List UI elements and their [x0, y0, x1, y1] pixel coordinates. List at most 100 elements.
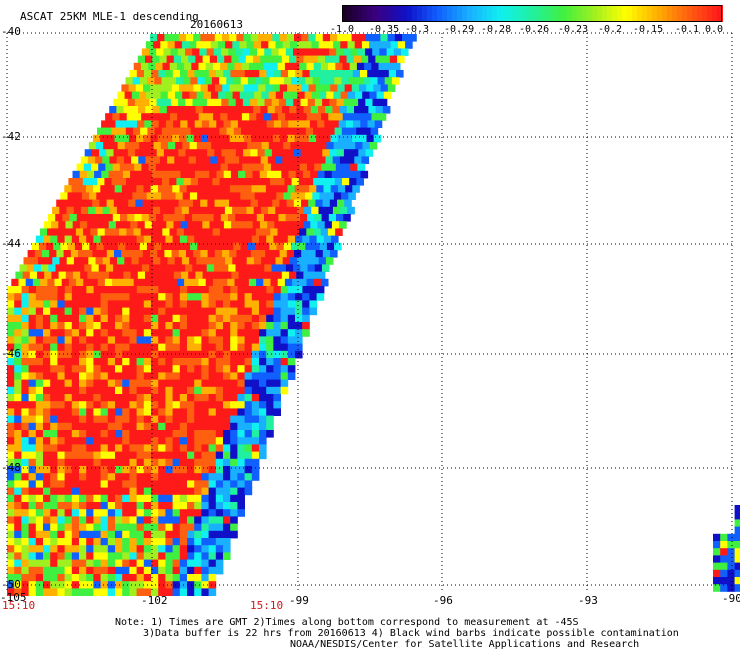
- swath-cell: [223, 509, 231, 517]
- swath-cell: [162, 62, 171, 71]
- swath-cell: [57, 516, 65, 524]
- swath-cell: [43, 552, 51, 560]
- swath-cell: [248, 127, 256, 136]
- swath-cell: [208, 293, 217, 301]
- swath-cell: [187, 588, 195, 596]
- swath-cell: [107, 588, 116, 596]
- colorbar-cell: [537, 5, 543, 22]
- swath-cell: [165, 545, 173, 553]
- swath-cell: [327, 228, 336, 236]
- swath-cell: [198, 228, 206, 236]
- swath-cell: [201, 379, 209, 388]
- swath-cell: [315, 199, 323, 208]
- swath-cell: [143, 437, 152, 445]
- swath-cell: [79, 566, 87, 575]
- swath-cell: [95, 156, 103, 164]
- swath-cell: [160, 257, 168, 265]
- swath-cell: [287, 358, 296, 366]
- swath-cell: [200, 250, 208, 258]
- swath-cell: [64, 336, 73, 344]
- swath-cell: [86, 437, 94, 445]
- swath-cell: [35, 422, 44, 431]
- swath-cell: [248, 62, 257, 71]
- swath-cell: [165, 473, 173, 481]
- swath-cell: [208, 235, 217, 244]
- swath-cell: [7, 336, 15, 344]
- swath-cell: [337, 199, 345, 208]
- swath-cell: [204, 77, 213, 85]
- swath-cell: [179, 574, 188, 582]
- swath-cell: [251, 185, 260, 193]
- swath-cell: [237, 120, 246, 128]
- swath-cell: [151, 120, 160, 128]
- swath-cell: [143, 588, 152, 596]
- swath-cell: [215, 336, 224, 344]
- swath-cell: [143, 502, 152, 510]
- swath-cell: [223, 70, 231, 78]
- map-title: ASCAT 25KM MLE-1 descending: [20, 10, 199, 23]
- swath-cell: [136, 422, 145, 431]
- swath-cell: [100, 538, 109, 546]
- swath-cell: [104, 228, 113, 236]
- swath-cell: [28, 545, 37, 553]
- swath-cell: [100, 480, 109, 488]
- swath-cell: [172, 458, 181, 467]
- swath-cell: [75, 178, 84, 186]
- swath-cell: [215, 293, 224, 301]
- swath-cell: [290, 242, 299, 251]
- swath-cell: [297, 91, 305, 100]
- swath-cell: [727, 584, 735, 592]
- swath-cell: [7, 350, 15, 359]
- swath-cell: [136, 566, 145, 575]
- swath-cell: [58, 221, 66, 229]
- swath-cell: [198, 62, 207, 71]
- swath-cell: [129, 386, 137, 395]
- swath-cell: [270, 62, 279, 71]
- swath-cell: [21, 372, 29, 380]
- swath-cell: [50, 343, 58, 352]
- colorbar-cell: [547, 5, 553, 22]
- swath-cell: [86, 466, 94, 474]
- swath-cell: [187, 307, 195, 316]
- swath-cell: [259, 322, 267, 330]
- swath-cell: [222, 134, 231, 143]
- swath-cell: [208, 386, 217, 395]
- swath-cell: [43, 401, 51, 409]
- swath-cell: [151, 466, 159, 474]
- swath-cell: [194, 422, 202, 431]
- swath-cell: [187, 552, 195, 560]
- swath-cell: [230, 473, 238, 481]
- swath-cell: [130, 170, 138, 179]
- swath-cell: [241, 178, 249, 186]
- swath-cell: [129, 473, 137, 481]
- swath-cell: [182, 192, 191, 200]
- swath-cell: [266, 170, 275, 179]
- swath-cell: [239, 257, 248, 265]
- swath-cell: [112, 163, 121, 172]
- swath-cell: [28, 422, 37, 431]
- swath-cell: [253, 41, 262, 49]
- swath-cell: [165, 401, 173, 409]
- swath-cell: [201, 523, 209, 532]
- swath-cell: [7, 566, 15, 575]
- colorbar-cell: [422, 5, 428, 22]
- colorbar-cell: [682, 5, 688, 22]
- footer-note-2: 3)Data buffer is 22 hrs from 20160613 4)…: [143, 628, 679, 639]
- swath-cell: [68, 228, 77, 236]
- swath-cell: [191, 278, 199, 287]
- swath-cell: [28, 300, 37, 308]
- swath-cell: [295, 293, 303, 301]
- swath-cell: [244, 336, 253, 344]
- swath-cell: [308, 199, 316, 208]
- swath-cell: [257, 48, 265, 56]
- swath-cell: [35, 430, 44, 438]
- swath-cell: [165, 566, 173, 575]
- swath-cell: [251, 336, 260, 344]
- swath-cell: [163, 163, 171, 172]
- lon-label: -105: [0, 591, 27, 604]
- swath-cell: [64, 386, 73, 395]
- swath-cell: [304, 206, 312, 215]
- swath-cell: [14, 415, 22, 424]
- swath-cell: [205, 228, 214, 236]
- swath-cell: [43, 473, 51, 481]
